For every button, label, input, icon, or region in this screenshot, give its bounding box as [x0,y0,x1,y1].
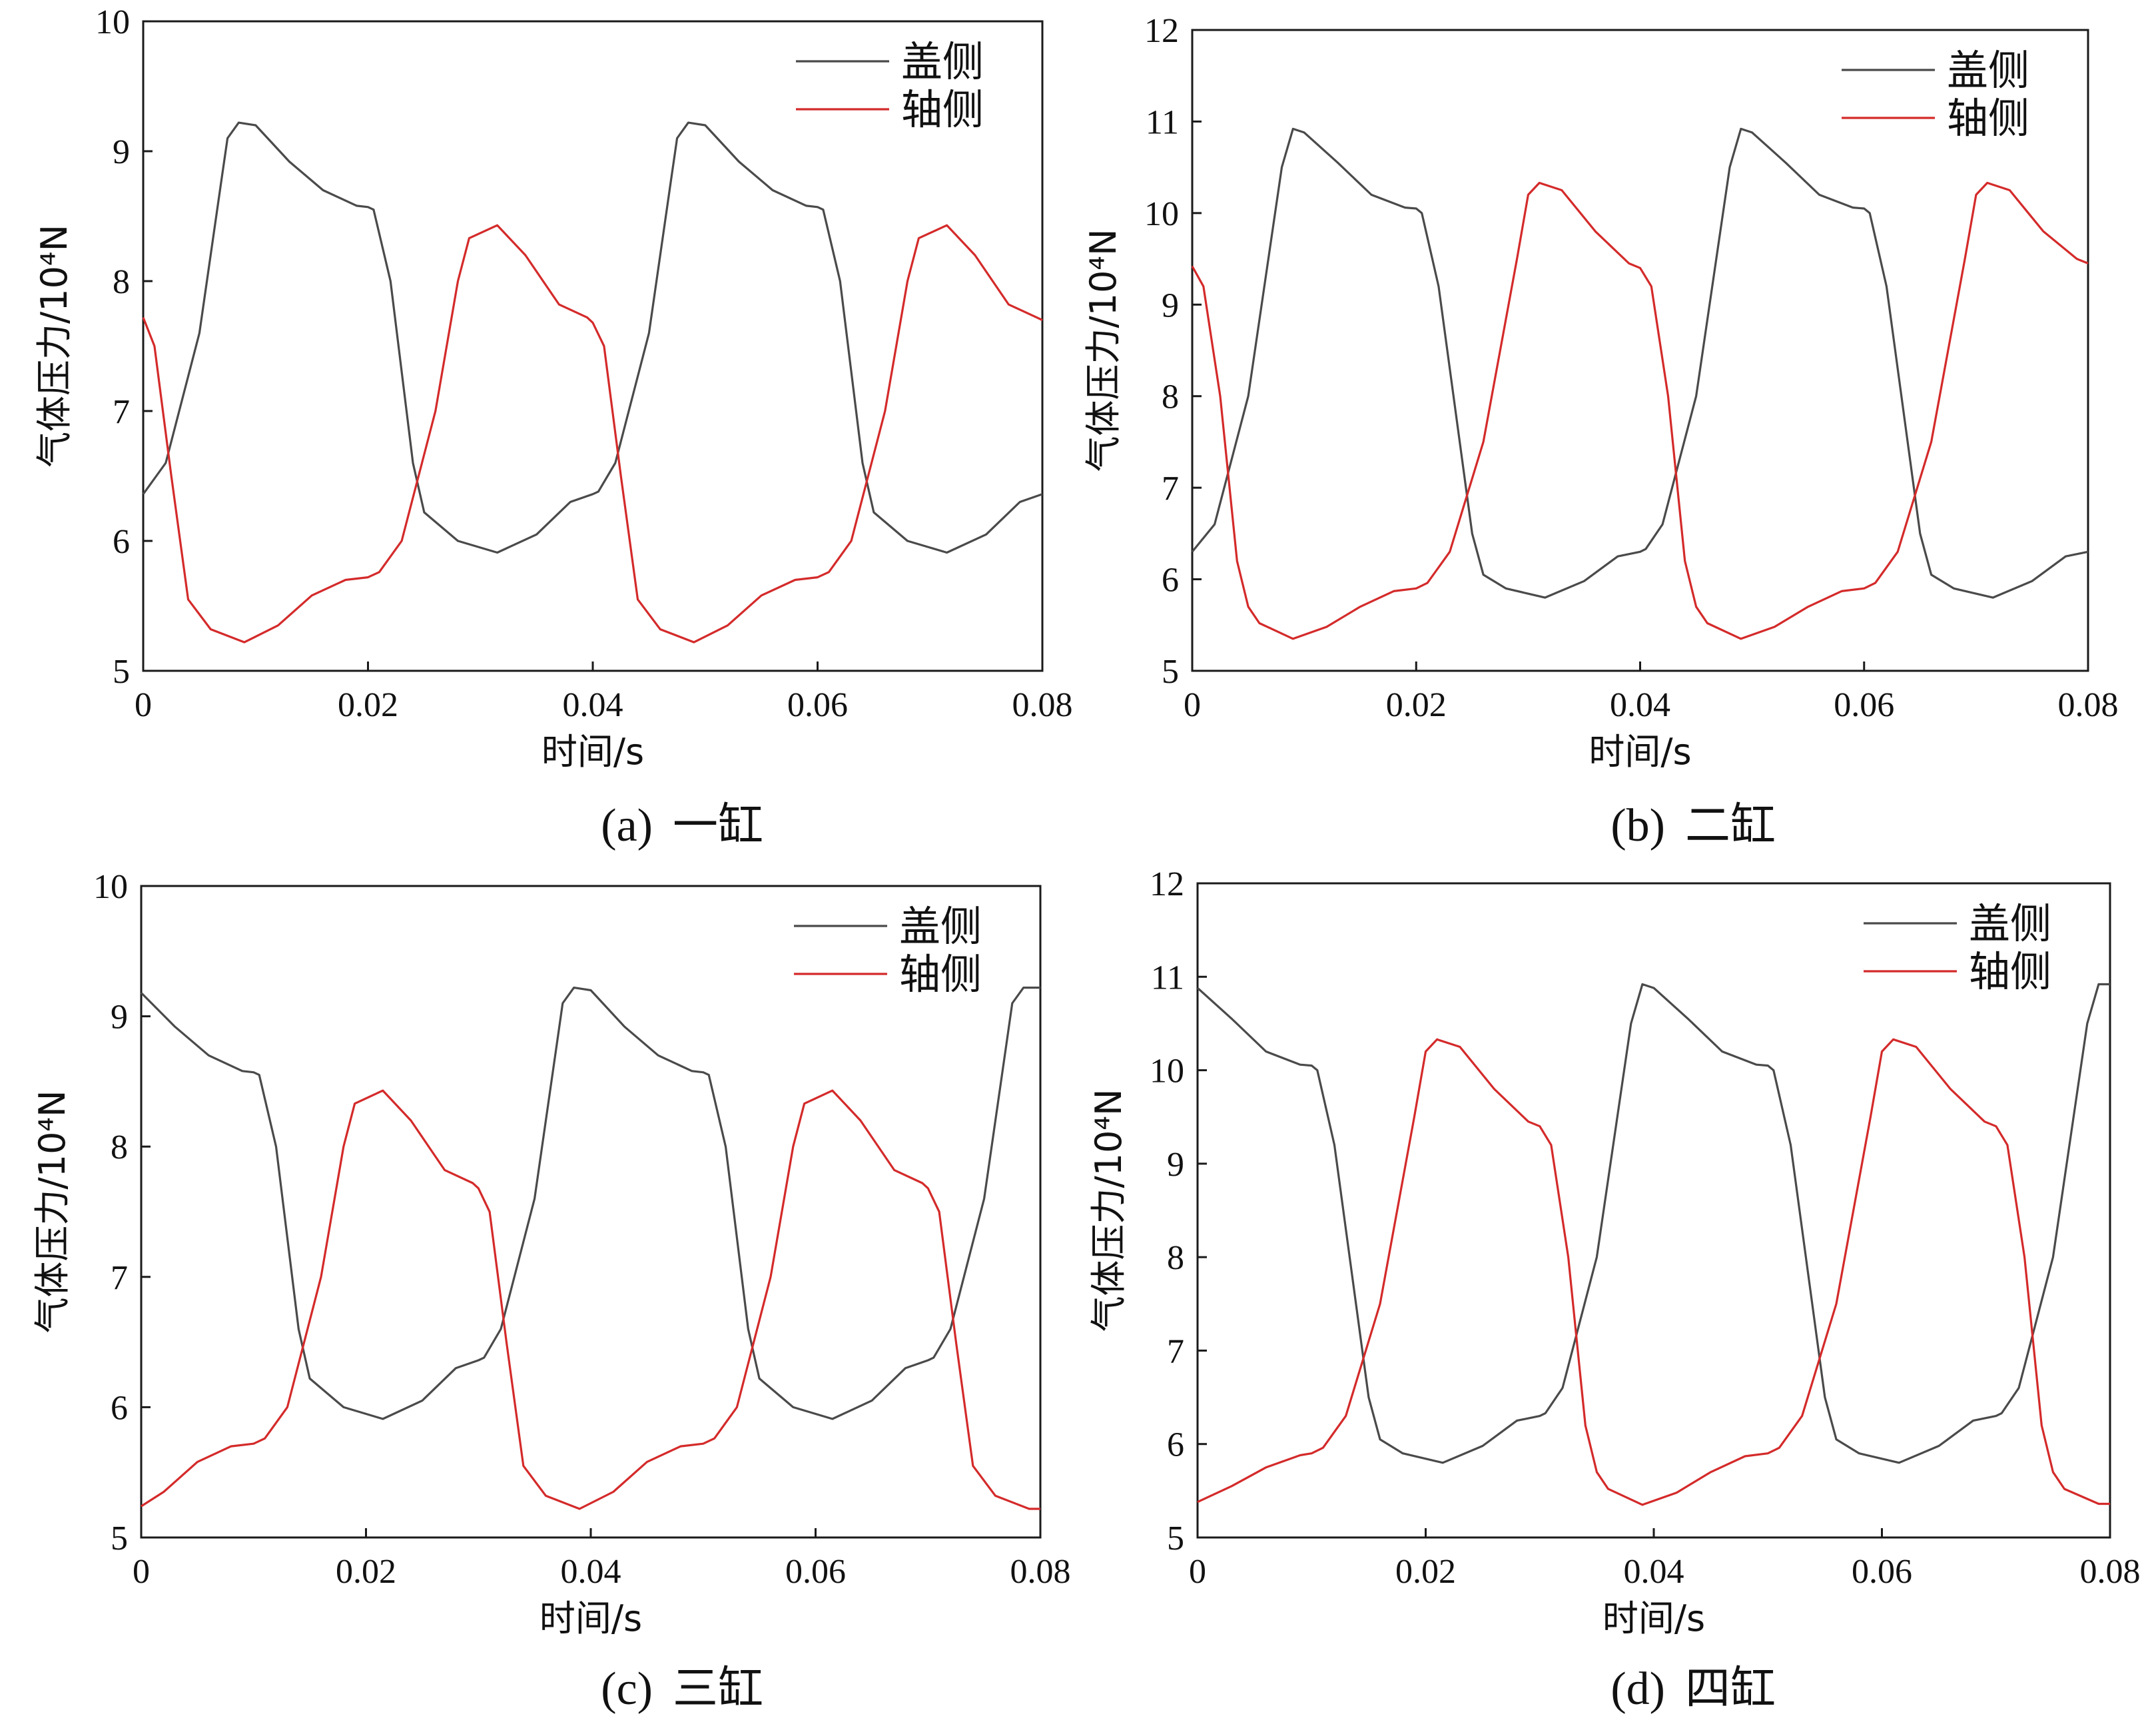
y-axis-label: 气体压力/10⁴N [1082,229,1124,472]
x-tick-label: 0.02 [1395,1553,1456,1591]
series-line-cover-side [140,987,1040,1420]
series-line-shaft-side [142,224,1043,644]
y-tick-label: 6 [1162,562,1179,600]
legend-label: 盖侧 [901,37,984,86]
y-tick-label: 9 [111,999,128,1037]
x-axis-label: 时间/s [541,731,644,773]
y-tick-label: 7 [111,1259,128,1297]
y-tick-label: 8 [111,1128,128,1166]
legend-label: 盖侧 [899,902,982,951]
caption-text: 四缸 [1685,1663,1776,1715]
x-axis-label: 时间/s [539,1597,642,1639]
x-tick-label: 0.04 [561,1553,621,1591]
y-tick-label: 8 [113,263,130,301]
y-tick-label: 5 [1167,1519,1184,1557]
x-tick-label: 0.06 [1852,1553,1912,1591]
legend-label: 盖侧 [1969,899,2051,948]
x-tick-label: 0.04 [1624,1553,1684,1591]
y-axis-label: 气体压力/10⁴N [33,224,75,468]
series-line-cover-side [1196,983,2110,1464]
y-tick-label: 7 [1167,1332,1184,1370]
x-tick-label: 0.04 [1610,686,1670,724]
series-line-cover-side [142,121,1043,554]
series-line-shaft-side [141,1089,1040,1510]
chart-panel-c: 0 0.02 0.04 0.06 0.08 5 6 7 8 9 10 时间/s 气体压力/10⁴N 盖侧轴… [31,868,1071,1715]
y-tick-label: 10 [95,3,130,41]
y-tick-label: 12 [1150,865,1184,903]
legend-label: 轴侧 [899,950,982,999]
x-tick-label: 0.06 [787,686,848,724]
x-tick-label: 0.02 [338,686,398,724]
y-tick-label: 10 [1150,1053,1184,1090]
y-tick-label: 5 [1162,653,1179,691]
y-tick-label: 11 [1146,103,1179,141]
y-tick-label: 7 [113,393,130,431]
y-tick-label: 9 [1167,1146,1184,1184]
x-tick-label: 0.08 [1010,1553,1071,1591]
x-tick-label: 0 [135,686,152,724]
x-tick-label: 0.08 [1012,686,1073,724]
x-tick-label: 0.08 [2080,1553,2141,1591]
y-axis-label: 气体压力/10⁴N [31,1090,73,1334]
y-tick-label: 12 [1144,12,1179,50]
y-tick-label: 9 [113,133,130,171]
chart-panel-d: 0 0.02 0.04 0.06 0.08 5 6 7 8 9 10 11 12 时间/s 气体压力/10⁴… [1088,865,2141,1715]
legend-label: 轴侧 [1947,94,2029,143]
y-tick-label: 5 [111,1519,128,1557]
series-line-shaft-side [1191,181,2089,640]
x-tick-label: 0.08 [2058,686,2119,724]
legend-label: 轴侧 [901,85,984,134]
chart-panel-b: 0 0.02 0.04 0.06 0.08 5 6 7 8 9 10 11 12 时间/s 气体压力/10⁴… [1082,12,2119,852]
caption-text: 二缸 [1685,799,1776,852]
x-tick-label: 0 [133,1553,150,1591]
legend-label: 盖侧 [1947,46,2029,95]
chart-panel-a: 0 0.02 0.04 0.06 0.08 5 6 7 8 9 10 时间/s 气体压力/10⁴N 盖侧轴… [33,3,1073,852]
y-tick-label: 10 [1144,195,1179,233]
x-tick-label: 0 [1184,686,1201,724]
y-tick-label: 10 [93,868,128,906]
y-tick-label: 6 [1167,1426,1184,1464]
caption-label: (a) [601,800,653,851]
caption-text: 一缸 [673,799,763,852]
series-line-shaft-side [1197,1038,2110,1506]
x-tick-label: 0.02 [336,1553,396,1591]
x-axis-label: 时间/s [1589,731,1691,773]
x-tick-label: 0.02 [1386,686,1447,724]
y-tick-label: 6 [111,1389,128,1427]
x-axis-label: 时间/s [1603,1597,1705,1639]
caption-text: 三缸 [673,1663,763,1715]
caption-label: (c) [601,1663,653,1715]
y-tick-label: 11 [1151,959,1184,997]
y-tick-label: 8 [1167,1239,1184,1277]
y-tick-label: 5 [113,653,130,691]
y-tick-label: 7 [1162,470,1179,508]
caption-label: (b) [1610,800,1665,851]
x-tick-label: 0 [1189,1553,1206,1591]
legend-label: 轴侧 [1969,947,2051,996]
x-tick-label: 0.06 [785,1553,846,1591]
caption-label: (d) [1610,1663,1665,1715]
y-tick-label: 8 [1162,378,1179,416]
series-line-cover-side [1191,127,2089,599]
y-tick-label: 6 [113,523,130,561]
x-tick-label: 0.04 [563,686,623,724]
y-tick-label: 9 [1162,286,1179,324]
y-axis-label: 气体压力/10⁴N [1088,1089,1130,1332]
x-tick-label: 0.06 [1834,686,1894,724]
